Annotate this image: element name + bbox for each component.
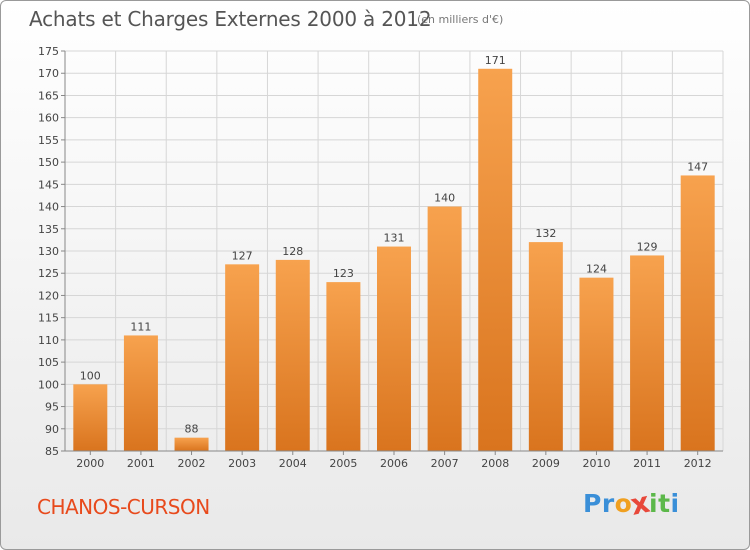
bar-value-label: 127 bbox=[232, 249, 253, 262]
bar bbox=[275, 259, 310, 451]
bar-value-label: 129 bbox=[637, 240, 658, 253]
bar bbox=[630, 255, 665, 451]
bar bbox=[427, 206, 462, 451]
bar bbox=[123, 335, 158, 451]
x-tick-label: 2001 bbox=[127, 457, 155, 470]
bar bbox=[528, 242, 563, 451]
bar-value-label: 124 bbox=[586, 263, 607, 276]
y-tick-label: 160 bbox=[38, 112, 59, 125]
bar-value-label: 132 bbox=[535, 227, 556, 240]
bar bbox=[73, 384, 108, 451]
x-tick-label: 2010 bbox=[582, 457, 610, 470]
bar-value-label: 111 bbox=[130, 320, 151, 333]
y-tick-label: 110 bbox=[38, 334, 59, 347]
logo-letter: i bbox=[649, 489, 659, 518]
y-tick-label: 170 bbox=[38, 67, 59, 80]
x-tick-label: 2000 bbox=[76, 457, 104, 470]
proxiti-logo[interactable]: Proxiti bbox=[583, 485, 680, 522]
bar-value-label: 100 bbox=[80, 369, 101, 382]
x-tick-label: 2006 bbox=[380, 457, 408, 470]
x-tick-label: 2004 bbox=[279, 457, 307, 470]
chart-title: Achats et Charges Externes 2000 à 2012 bbox=[29, 7, 432, 31]
y-tick-label: 120 bbox=[38, 289, 59, 302]
y-tick-label: 130 bbox=[38, 245, 59, 258]
bar bbox=[377, 246, 411, 451]
bar bbox=[326, 282, 361, 451]
city-name: CHANOS-CURSON bbox=[37, 495, 210, 519]
y-tick-label: 85 bbox=[45, 445, 59, 458]
axes: 85 90 95 100 105 110 115 120 125 130 135 140 145 150 1… bbox=[38, 45, 723, 470]
x-tick-label: 2002 bbox=[178, 457, 206, 470]
bar bbox=[174, 437, 209, 451]
bar bbox=[680, 175, 715, 451]
x-tick-label: 2008 bbox=[481, 457, 509, 470]
logo-letter: o bbox=[614, 489, 633, 518]
bar-value-label: 131 bbox=[384, 232, 405, 245]
bar-value-label: 128 bbox=[282, 245, 303, 258]
bar-value-label: 88 bbox=[185, 423, 199, 436]
y-tick-label: 145 bbox=[38, 178, 59, 191]
y-tick-label: 125 bbox=[38, 267, 59, 280]
x-tick-label: 2005 bbox=[329, 457, 357, 470]
y-tick-label: 95 bbox=[45, 401, 59, 414]
bars: 100 111 88 127 128 123 131 140 171 132 124 129 147 bbox=[73, 54, 715, 452]
bar-value-label: 147 bbox=[687, 160, 708, 173]
logo-letter: i bbox=[670, 489, 680, 518]
x-tick-label: 2011 bbox=[633, 457, 661, 470]
bar-value-label: 171 bbox=[485, 54, 506, 67]
y-tick-label: 150 bbox=[38, 156, 59, 169]
y-tick-label: 115 bbox=[38, 312, 59, 325]
x-tick-label: 2012 bbox=[684, 457, 712, 470]
logo-letter: r bbox=[601, 489, 615, 518]
bar bbox=[579, 277, 614, 451]
bar bbox=[478, 68, 513, 452]
bar bbox=[225, 264, 260, 451]
x-tick-label: 2003 bbox=[228, 457, 256, 470]
y-tick-label: 135 bbox=[38, 223, 59, 236]
y-tick-label: 100 bbox=[38, 378, 59, 391]
y-tick-label: 90 bbox=[45, 423, 59, 436]
logo-letter: t bbox=[658, 489, 671, 518]
y-tick-label: 165 bbox=[38, 89, 59, 102]
chart-unit: (en milliers d'€) bbox=[417, 13, 504, 26]
y-tick-label: 140 bbox=[38, 201, 59, 214]
y-tick-label: 175 bbox=[38, 45, 59, 58]
x-tick-label: 2007 bbox=[431, 457, 459, 470]
y-tick-label: 105 bbox=[38, 356, 59, 369]
bar-value-label: 140 bbox=[434, 192, 455, 205]
bar-value-label: 123 bbox=[333, 267, 354, 280]
logo-letter: P bbox=[583, 489, 602, 518]
x-tick-label: 2009 bbox=[532, 457, 560, 470]
y-tick-label: 155 bbox=[38, 134, 59, 147]
